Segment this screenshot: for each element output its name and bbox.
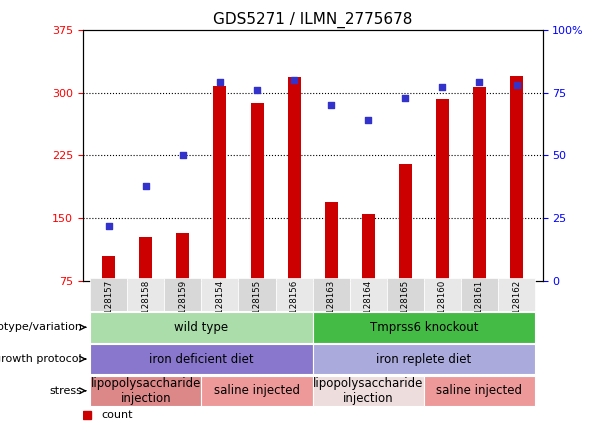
Text: GSM1128155: GSM1128155 <box>253 280 262 338</box>
Bar <box>202 376 313 406</box>
Point <box>141 182 151 189</box>
Bar <box>313 376 424 406</box>
Text: lipopolysaccharide
injection: lipopolysaccharide injection <box>313 377 424 405</box>
Text: saline injected: saline injected <box>436 384 522 397</box>
Bar <box>399 164 412 281</box>
Point <box>104 222 113 229</box>
Point <box>438 84 447 91</box>
Bar <box>177 233 189 281</box>
Text: stress: stress <box>49 386 82 396</box>
Bar <box>90 278 128 311</box>
Bar <box>164 278 202 311</box>
Text: iron replete diet: iron replete diet <box>376 352 471 365</box>
Text: GSM1128162: GSM1128162 <box>512 280 521 338</box>
Bar <box>139 237 152 281</box>
Point <box>215 79 225 86</box>
Point <box>326 102 336 108</box>
Bar <box>90 344 313 374</box>
Bar <box>251 104 264 281</box>
Text: lipopolysaccharide
injection: lipopolysaccharide injection <box>91 377 201 405</box>
Bar <box>349 278 387 311</box>
Text: growth protocol: growth protocol <box>0 354 82 364</box>
Title: GDS5271 / ILMN_2775678: GDS5271 / ILMN_2775678 <box>213 12 413 28</box>
Bar <box>436 99 449 281</box>
Text: count: count <box>101 410 132 420</box>
Text: genotype/variation: genotype/variation <box>0 322 82 332</box>
Point <box>289 77 299 83</box>
Point <box>400 94 410 101</box>
Point <box>364 117 373 124</box>
Bar <box>424 376 535 406</box>
Text: GSM1128159: GSM1128159 <box>178 280 188 338</box>
Text: GSM1128163: GSM1128163 <box>327 280 336 338</box>
Bar <box>498 278 535 311</box>
Point <box>474 79 484 86</box>
Point <box>252 87 262 93</box>
Bar <box>238 278 276 311</box>
Text: saline injected: saline injected <box>214 384 300 397</box>
Bar <box>325 202 338 281</box>
Bar <box>90 312 313 343</box>
Bar <box>313 312 535 343</box>
Bar <box>202 278 238 311</box>
Bar <box>276 278 313 311</box>
Bar <box>387 278 424 311</box>
Bar <box>128 278 164 311</box>
Point <box>178 152 188 159</box>
Bar <box>473 87 486 281</box>
Text: wild type: wild type <box>174 321 229 334</box>
Text: GSM1128164: GSM1128164 <box>364 280 373 338</box>
Text: Tmprss6 knockout: Tmprss6 knockout <box>370 321 478 334</box>
Bar <box>362 214 375 281</box>
Text: GSM1128160: GSM1128160 <box>438 280 447 338</box>
Bar <box>424 278 461 311</box>
Text: GSM1128165: GSM1128165 <box>401 280 410 338</box>
Bar <box>287 77 300 281</box>
Text: GSM1128154: GSM1128154 <box>215 280 224 338</box>
Bar <box>510 76 523 281</box>
Bar <box>90 376 202 406</box>
Bar <box>213 86 226 281</box>
Bar <box>461 278 498 311</box>
Text: GSM1128158: GSM1128158 <box>141 280 150 338</box>
Text: GSM1128161: GSM1128161 <box>475 280 484 338</box>
Bar <box>313 344 535 374</box>
Text: GSM1128156: GSM1128156 <box>289 280 299 338</box>
Text: iron deficient diet: iron deficient diet <box>149 352 254 365</box>
Bar <box>313 278 349 311</box>
Bar <box>102 256 115 281</box>
Text: GSM1128157: GSM1128157 <box>104 280 113 338</box>
Point <box>512 82 522 88</box>
